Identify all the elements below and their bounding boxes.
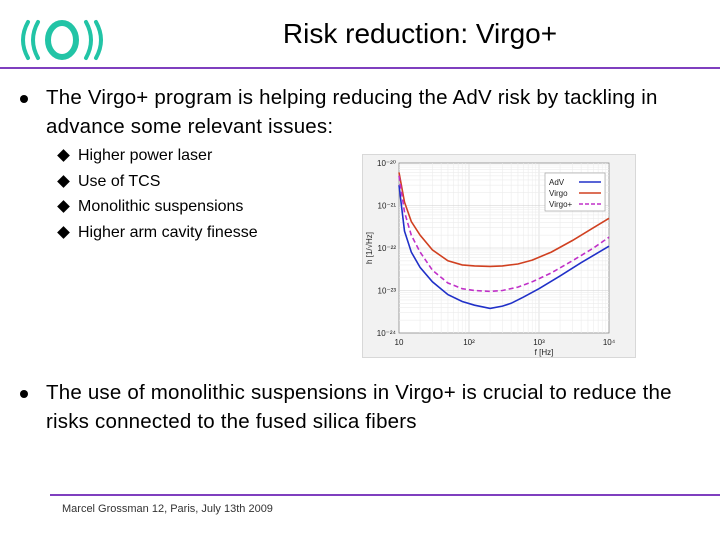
bullet-dot (20, 390, 28, 398)
sub-bullet-item: Higher power laser (57, 143, 258, 169)
page-title: Risk reduction: Virgo+ (282, 18, 558, 49)
bullet-dot (20, 95, 28, 103)
sub-bullet-item: Monolithic suspensions (57, 194, 258, 220)
x-tick-label: 10⁴ (603, 338, 616, 347)
series-line-virgo (398, 172, 610, 268)
diamond-bullet-icon (57, 200, 70, 214)
sub-bullet-item: Higher arm cavity finesse (57, 220, 258, 246)
bullet-item: The use of monolithic suspensions in Vir… (20, 378, 700, 436)
header-divider (0, 67, 720, 69)
x-axis-label: f [Hz] (535, 348, 554, 357)
ego-virgo-logo-icon (21, 20, 103, 60)
sub-bullet-text: Higher power laser (78, 147, 213, 164)
y-tick-label: 10⁻²³ (378, 287, 397, 296)
series-line-virgo (398, 175, 610, 293)
diamond-bullet-icon (57, 174, 70, 188)
diamond-bullet-icon (57, 225, 70, 239)
x-tick-label: 10³ (533, 338, 545, 347)
legend-label: Virgo+ (549, 200, 573, 209)
bullet-item: The Virgo+ program is helping reducing t… (20, 83, 700, 141)
sensitivity-chart: 10 10² 10³ 10⁴ 10⁻²⁰ 10⁻²¹ 10⁻²² 10⁻²³ 10⁻²⁴ f [H… (362, 154, 636, 358)
bullet-text: The use of monolithic suspensions in Vir… (46, 381, 672, 433)
series-line-adv (398, 185, 610, 310)
y-axis-label: h [1/√Hz] (365, 232, 374, 264)
sub-bullet-text: Use of TCS (78, 172, 161, 190)
y-tick-label: 10⁻²⁰ (377, 159, 396, 168)
sub-bullet-item: Use of TCS (57, 169, 258, 195)
y-tick-label: 10⁻²⁴ (377, 329, 397, 338)
x-tick-label: 10² (463, 338, 475, 347)
sensitivity-chart-svg: 10 10² 10³ 10⁴ 10⁻²⁰ 10⁻²¹ 10⁻²² 10⁻²³ 10⁻²⁴ f [H… (365, 159, 616, 357)
x-tick-label: 10 (395, 338, 404, 347)
sub-bullet-text: Higher arm cavity finesse (78, 223, 258, 241)
bullet-text: The Virgo+ program is helping reducing t… (46, 86, 658, 138)
diamond-bullet-icon (57, 149, 70, 162)
footer-divider (50, 494, 720, 496)
y-tick-label: 10⁻²¹ (378, 202, 397, 211)
legend-label: Virgo (549, 189, 568, 198)
legend-label: AdV (549, 178, 565, 187)
footer-text: Marcel Grossman 12, Paris, July 13th 200… (62, 503, 273, 515)
y-tick-label: 10⁻²² (378, 244, 397, 253)
sub-bullet-text: Monolithic suspensions (78, 198, 244, 216)
sub-bullet-list: Higher power laser Use of TCS Monolithic… (57, 143, 258, 246)
